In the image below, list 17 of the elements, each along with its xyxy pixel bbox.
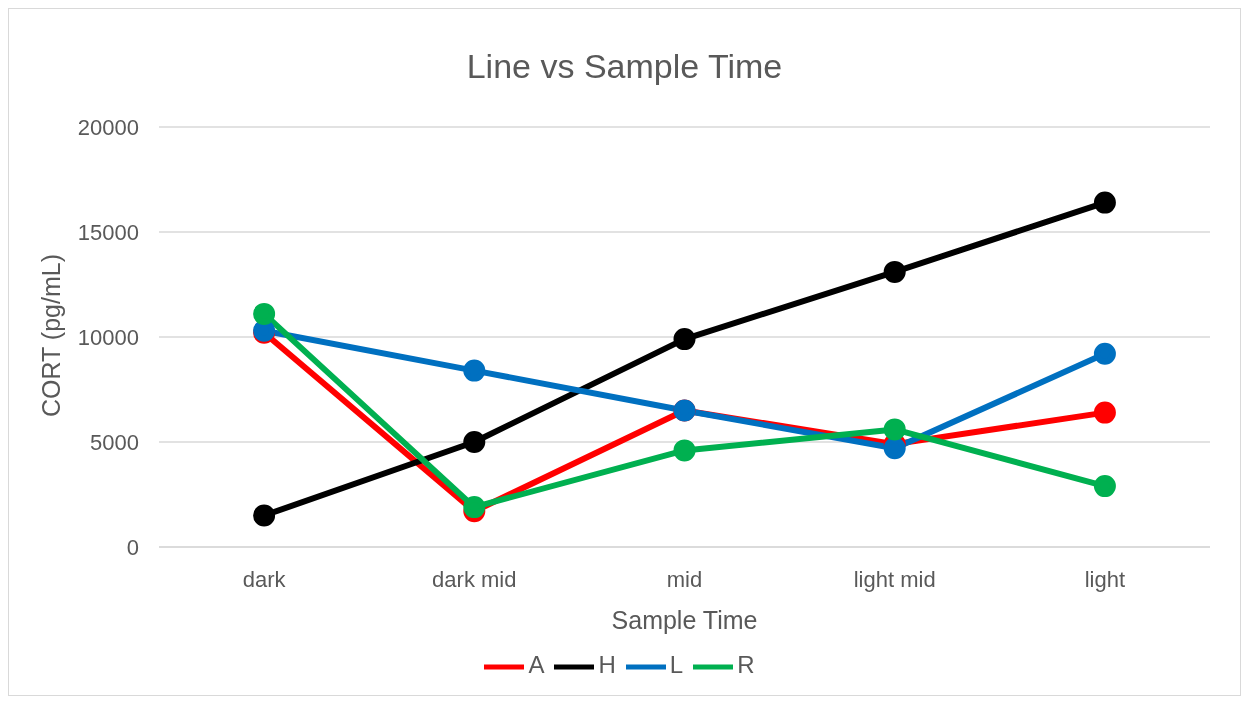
y-tick-label: 5000 — [90, 429, 139, 455]
x-tick-label: light mid — [853, 566, 936, 592]
chart-title: Line vs Sample Time — [465, 47, 784, 87]
legend-label: H — [598, 651, 616, 679]
x-tick-label: light — [1084, 566, 1126, 592]
legend-label: L — [669, 651, 684, 679]
y-tick-label: 10000 — [77, 324, 139, 350]
y-tick-label: 15000 — [77, 219, 139, 245]
x-tick-label: mid — [666, 566, 703, 592]
legend-label: A — [528, 651, 545, 679]
x-axis-title: Sample Time — [611, 606, 758, 634]
x-tick-label: dark mid — [432, 566, 517, 592]
x-tick-label: dark — [242, 566, 287, 592]
legend-label: R — [737, 651, 755, 679]
y-tick-label: 20000 — [77, 114, 139, 140]
y-axis-title: CORT (pg/mL) — [36, 253, 65, 417]
y-tick-label: 0 — [126, 534, 139, 560]
